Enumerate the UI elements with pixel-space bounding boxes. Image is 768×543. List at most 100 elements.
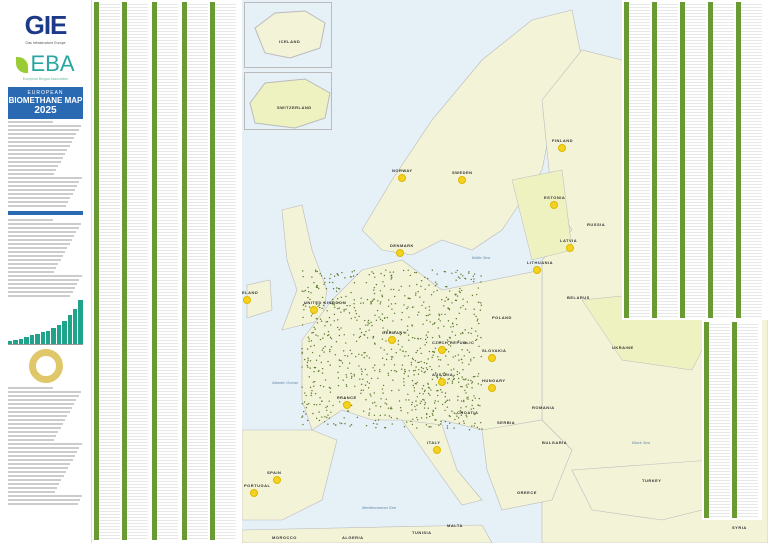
text-line — [8, 251, 65, 253]
plant-dot — [313, 380, 316, 383]
plant-dot — [443, 325, 445, 328]
plant-dot — [408, 316, 410, 318]
plant-dot — [387, 374, 390, 377]
plant-dot — [378, 316, 380, 318]
text-line — [8, 243, 70, 245]
plant-dot — [341, 422, 343, 425]
plant-dot — [385, 269, 387, 271]
country-marker-germany[interactable] — [388, 336, 396, 344]
plant-dot — [455, 317, 458, 320]
plant-dot — [456, 323, 458, 326]
plant-dot — [460, 358, 463, 361]
label-ireland: IRELAND — [242, 290, 259, 295]
plant-dot — [320, 275, 323, 277]
plant-dot — [431, 336, 434, 339]
plant-dot — [381, 338, 384, 340]
country-marker-denmark[interactable] — [396, 249, 404, 257]
label-austria: AUSTRIA — [432, 372, 454, 377]
plant-dot — [401, 346, 403, 348]
plant-dot — [319, 306, 321, 309]
plant-dot — [437, 327, 439, 329]
plant-dot — [470, 379, 472, 382]
plant-dot — [407, 306, 409, 308]
country-marker-uk[interactable] — [310, 306, 318, 314]
plant-dot — [352, 275, 355, 277]
plant-dot — [316, 417, 318, 420]
plant-dot — [327, 334, 329, 337]
plant-dot — [392, 320, 394, 322]
country-marker-austria[interactable] — [438, 378, 446, 386]
plant-dot — [325, 288, 328, 290]
country-marker-sweden[interactable] — [458, 176, 466, 184]
plant-dot — [343, 334, 345, 336]
plant-dot — [360, 383, 363, 386]
plant-dot — [347, 367, 349, 369]
plant-dot — [471, 382, 473, 384]
country-marker-lithuania[interactable] — [533, 266, 541, 274]
label-tunisia: TUNISIA — [412, 530, 432, 535]
plant-dot — [399, 407, 402, 409]
plant-dot — [374, 343, 376, 345]
plant-dot — [304, 305, 307, 307]
plant-dot — [423, 361, 426, 364]
country-marker-norway[interactable] — [398, 174, 406, 182]
plant-dot — [346, 355, 349, 357]
plant-dot — [371, 271, 373, 273]
country-marker-latvia[interactable] — [566, 244, 574, 252]
plant-dot — [379, 414, 381, 417]
country-marker-france[interactable] — [343, 401, 351, 409]
plant-dot — [400, 319, 403, 321]
country-marker-portugal[interactable] — [250, 489, 258, 497]
plant-dot — [319, 397, 321, 399]
plant-dot — [454, 418, 456, 421]
text-line — [8, 271, 54, 273]
plant-dot — [399, 333, 402, 336]
country-marker-slovakia[interactable] — [488, 354, 496, 362]
plant-dot — [365, 281, 368, 284]
label-norway: NORWAY — [392, 168, 413, 173]
plant-dot — [323, 421, 326, 423]
label-italy: ITALY — [427, 440, 441, 445]
plant-dot — [455, 279, 457, 281]
plant-dot — [416, 381, 418, 384]
plant-dot — [420, 417, 423, 419]
plant-dot — [331, 302, 333, 305]
plant-dot — [422, 367, 424, 370]
plant-dot — [334, 354, 337, 356]
country-marker-italy[interactable] — [433, 446, 441, 454]
country-marker-ireland[interactable] — [243, 296, 251, 304]
plant-dot — [419, 392, 421, 395]
plant-dot — [480, 304, 483, 306]
country-marker-finland[interactable] — [558, 144, 566, 152]
country-marker-czech[interactable] — [438, 346, 446, 354]
text-line — [8, 197, 71, 199]
plant-dot — [417, 361, 419, 364]
plant-dot — [380, 398, 382, 400]
uk — [281, 204, 328, 331]
chart-bar — [56, 325, 62, 344]
plant-dot — [340, 311, 342, 313]
plant-dot — [342, 379, 344, 381]
text-line — [8, 291, 73, 293]
plant-dot — [360, 297, 362, 300]
plant-dot — [396, 417, 398, 420]
text-line — [8, 145, 70, 147]
country-marker-estonia[interactable] — [550, 201, 558, 209]
text-line — [8, 275, 82, 277]
text-line — [8, 129, 79, 131]
plant-dot — [368, 329, 370, 331]
plant-dot — [376, 423, 378, 425]
plant-dot — [415, 351, 417, 354]
plant-dot — [475, 330, 477, 332]
plant-dot — [318, 419, 321, 422]
plant-dot — [314, 392, 317, 395]
country-marker-hungary[interactable] — [488, 384, 496, 392]
plant-dot — [302, 303, 305, 306]
country-marker-spain[interactable] — [273, 476, 281, 484]
plant-dot — [416, 396, 419, 398]
plant-dot — [430, 426, 432, 428]
plant-dot — [313, 370, 315, 373]
plant-dot — [381, 295, 384, 298]
plant-dot — [372, 336, 375, 338]
plant-dot — [319, 384, 322, 387]
